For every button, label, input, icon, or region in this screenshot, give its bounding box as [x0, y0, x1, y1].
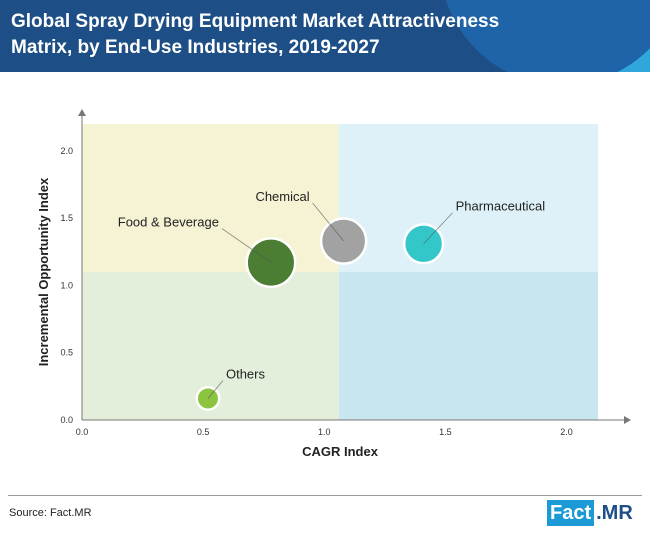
y-tick-label: 1.5	[60, 213, 73, 223]
x-tick-label: 1.5	[439, 427, 452, 437]
quadrant-top-right	[338, 124, 598, 272]
source-note: Source: Fact.MR	[9, 507, 92, 519]
y-tick-label: 0.0	[60, 415, 73, 425]
bubble-label: Pharmaceutical	[456, 199, 546, 214]
y-axis-label: Incremental Opportunity Index	[36, 177, 51, 366]
logo-part-mr: .MR	[596, 502, 633, 524]
bubbles: Food & Beverage Chemical Pharmaceutical Oth…	[118, 189, 546, 411]
label-leader-line	[312, 202, 344, 242]
bubble-point	[319, 217, 368, 265]
label-leader-line	[207, 380, 224, 399]
header-banner: Global Spray Drying Equipment Market Att…	[0, 0, 650, 72]
x-tick-label: 1.0	[318, 427, 331, 437]
label-leader-line	[221, 228, 272, 263]
x-tick-label: 0.5	[197, 427, 210, 437]
x-axis-arrow	[624, 416, 631, 424]
chart-title: Global Spray Drying Equipment Market Att…	[11, 11, 500, 58]
x-axis-label: CAGR Index	[302, 444, 379, 459]
bubble-label: Chemical	[255, 189, 309, 204]
logo-part-fact: Fact	[547, 500, 595, 526]
footer-divider	[8, 495, 642, 496]
quadrant-top-left	[82, 124, 339, 272]
x-tick-label: 0.0	[76, 427, 89, 437]
y-tick-label: 1.0	[60, 280, 73, 290]
quadrant-bottom-right	[338, 272, 598, 420]
label-leader-line	[423, 212, 453, 245]
y-tick-label: 2.0	[60, 146, 73, 156]
factmr-logo: Fact .MR	[547, 500, 643, 526]
bubble-label: Others	[226, 366, 266, 381]
bubble-label: Food & Beverage	[118, 215, 219, 230]
attractiveness-matrix-chart: 0.0 0.5 1.0 1.5 2.0 0.0 0.5 1.0 1.5 2.0 Food & Be…	[36, 109, 631, 459]
y-tick-label: 0.5	[60, 348, 73, 358]
y-axis-arrow	[78, 109, 86, 116]
x-tick-label: 2.0	[560, 427, 573, 437]
axes: 0.0 0.5 1.0 1.5 2.0 0.0 0.5 1.0 1.5 2.0	[60, 109, 631, 437]
